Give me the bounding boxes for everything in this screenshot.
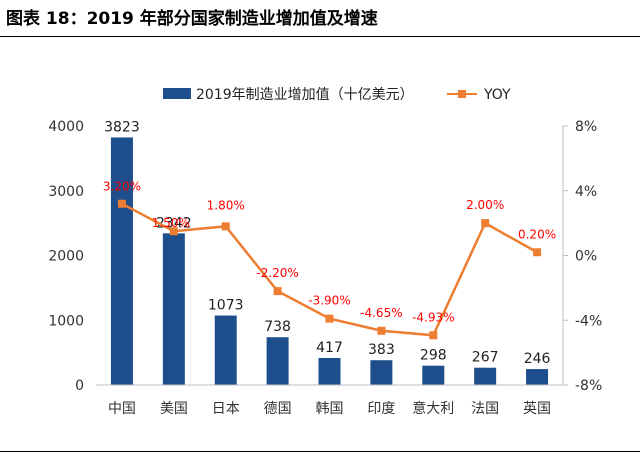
bar-value-label: 298: [420, 348, 447, 364]
yoy-point: [273, 287, 282, 296]
bar: [474, 367, 497, 385]
yoy-value-label: -4.65%: [360, 306, 402, 320]
yoy-point: [377, 326, 386, 335]
x-tick-label: 英国: [523, 400, 551, 417]
legend-line-marker: [458, 90, 466, 98]
bar-value-label: 267: [472, 350, 499, 366]
left-tick-label: 1000: [48, 313, 84, 329]
yoy-value-label: -2.20%: [256, 266, 298, 280]
left-tick-label: 3000: [48, 184, 84, 200]
x-tick-label: 美国: [160, 401, 188, 417]
right-tick-label: -4%: [575, 313, 602, 329]
left-tick-label: 0: [75, 378, 84, 394]
bar: [318, 357, 341, 385]
yoy-value-label: 1.50%: [152, 216, 190, 230]
x-tick-label: 韩国: [316, 401, 344, 417]
bar-value-label: 246: [524, 351, 551, 367]
right-tick-label: 4%: [575, 184, 597, 200]
x-tick-label: 中国: [108, 401, 136, 417]
bar-value-label: 417: [316, 340, 343, 356]
bar-value-label: 738: [264, 319, 291, 335]
bar: [526, 369, 549, 385]
left-tick-label: 2000: [48, 249, 84, 265]
x-tick-label: 德国: [264, 401, 292, 417]
left-tick-label: 4000: [48, 119, 84, 135]
legend-line-label: YOY: [483, 87, 511, 103]
yoy-value-label: 0.20%: [518, 227, 556, 241]
yoy-series: 3.20% 1.50% 1.80% -2.20% -3.90% -4.65% -4.93% 2…: [103, 180, 556, 340]
bar: [422, 365, 445, 385]
x-tick-label: 印度: [367, 401, 395, 417]
yoy-value-label: -4.93%: [412, 310, 454, 324]
legend: 2019年制造业增加值（十亿美元） YOY: [163, 87, 511, 103]
legend-bar-swatch: [163, 88, 191, 99]
x-axis: 中国 美国 日本 德国 韩国 印度 意大利 法国 英国: [96, 384, 563, 417]
yoy-value-label: 3.20%: [103, 180, 141, 194]
bottom-rule: [0, 451, 640, 452]
bar: [110, 137, 133, 385]
bar: [162, 233, 185, 385]
yoy-value-label: 2.00%: [466, 198, 504, 212]
bar-value-label: 3823: [104, 119, 140, 135]
right-tick-label: -8%: [575, 378, 602, 394]
yoy-point: [169, 227, 178, 236]
yoy-value-label: -3.90%: [308, 294, 350, 308]
left-axis: 0 1000 2000 3000 4000: [48, 119, 84, 394]
title-rule: [0, 36, 640, 37]
x-tick-label: 意大利: [412, 400, 454, 417]
right-tick-label: 8%: [575, 119, 597, 135]
yoy-point: [325, 314, 334, 323]
bar: [214, 315, 237, 385]
yoy-point: [117, 199, 126, 208]
bar-value-label: 1073: [208, 298, 244, 314]
yoy-point: [481, 219, 490, 228]
x-tick-label: 日本: [212, 401, 240, 417]
figure-title: 图表 18：2019 年部分国家制造业增加值及增速: [6, 9, 378, 29]
yoy-point: [429, 331, 438, 340]
legend-bar-label: 2019年制造业增加值（十亿美元）: [196, 87, 414, 103]
right-axis: -8% -4% 0% 4% 8%: [562, 119, 602, 394]
bar-value-label: 383: [368, 342, 395, 358]
bar: [370, 360, 393, 385]
right-tick-label: 0%: [575, 249, 597, 265]
yoy-value-label: 1.80%: [207, 198, 245, 212]
yoy-point: [221, 222, 230, 231]
x-tick-label: 法国: [471, 401, 499, 417]
yoy-point: [533, 248, 542, 257]
bar: [266, 337, 289, 385]
